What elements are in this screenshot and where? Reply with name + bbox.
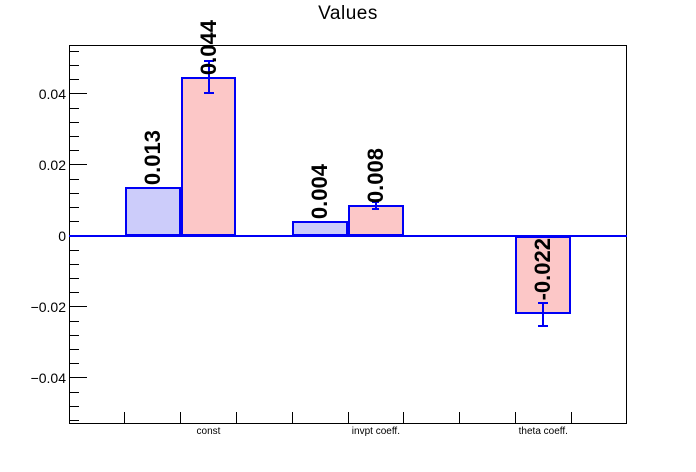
y-minor-tick	[69, 263, 79, 265]
y-minor-tick	[69, 221, 79, 223]
y-minor-tick	[69, 79, 79, 81]
bar-value-label: 0.008	[362, 148, 388, 204]
error-bar-cap	[538, 325, 549, 328]
y-minor-tick	[69, 405, 79, 407]
bar-pink	[180, 77, 237, 236]
y-minor-tick	[69, 207, 79, 209]
x-axis-tick	[180, 412, 182, 424]
y-minor-tick	[69, 65, 79, 67]
x-axis-tick	[124, 412, 126, 424]
error-bar-cap	[372, 207, 380, 210]
error-bar-line	[374, 202, 377, 209]
y-axis-label: −0.04	[30, 369, 66, 386]
y-minor-tick	[69, 278, 79, 279]
error-bar-cap	[538, 301, 549, 304]
bar-value-label: -0.022	[530, 237, 556, 301]
y-minor-tick	[69, 136, 79, 138]
y-minor-tick	[69, 192, 79, 194]
y-axis-label: 0.02	[38, 156, 66, 173]
y-major-tick	[69, 164, 87, 166]
y-major-tick	[69, 306, 87, 308]
x-axis-tick	[570, 412, 572, 424]
zero-line	[69, 234, 627, 237]
y-minor-tick	[69, 292, 79, 294]
error-bar-cap	[203, 60, 214, 63]
y-minor-tick	[69, 249, 79, 251]
bar-value-label: 0.044	[195, 20, 221, 76]
x-axis-tick	[403, 412, 405, 424]
bar-blue	[124, 186, 181, 236]
x-category-label: const	[196, 426, 221, 437]
error-bar-cap	[372, 201, 380, 204]
y-axis-label: 0	[58, 227, 66, 244]
y-axis-label: 0.04	[38, 85, 66, 102]
x-axis-tick	[235, 412, 237, 424]
x-axis-tick	[347, 412, 349, 424]
y-minor-tick	[69, 363, 79, 365]
y-minor-tick	[69, 178, 79, 180]
bar-value-label: 0.004	[307, 163, 333, 220]
error-bar-line	[542, 302, 545, 327]
x-category-label: invpt coeff.	[351, 426, 400, 437]
y-minor-tick	[69, 320, 79, 322]
y-minor-tick	[69, 419, 79, 421]
y-major-tick	[69, 93, 87, 95]
bar-value-label: 0.013	[139, 129, 165, 185]
chart-title: Values	[318, 3, 378, 24]
x-category-label: theta coeff.	[518, 426, 568, 437]
x-axis-tick	[459, 412, 461, 424]
y-minor-tick	[69, 50, 79, 52]
x-axis-tick	[514, 412, 516, 424]
y-minor-tick	[69, 150, 79, 152]
y-minor-tick	[69, 121, 79, 123]
error-bar-cap	[203, 92, 214, 95]
x-axis-tick	[291, 412, 293, 424]
y-axis-label: −0.02	[30, 298, 66, 315]
y-minor-tick	[69, 348, 79, 350]
y-minor-tick	[69, 391, 79, 393]
error-bar-line	[207, 61, 210, 94]
bar-blue	[292, 221, 348, 236]
y-minor-tick	[69, 334, 79, 336]
y-minor-tick	[69, 107, 79, 109]
bar-pink	[348, 205, 404, 236]
y-major-tick	[69, 377, 87, 379]
